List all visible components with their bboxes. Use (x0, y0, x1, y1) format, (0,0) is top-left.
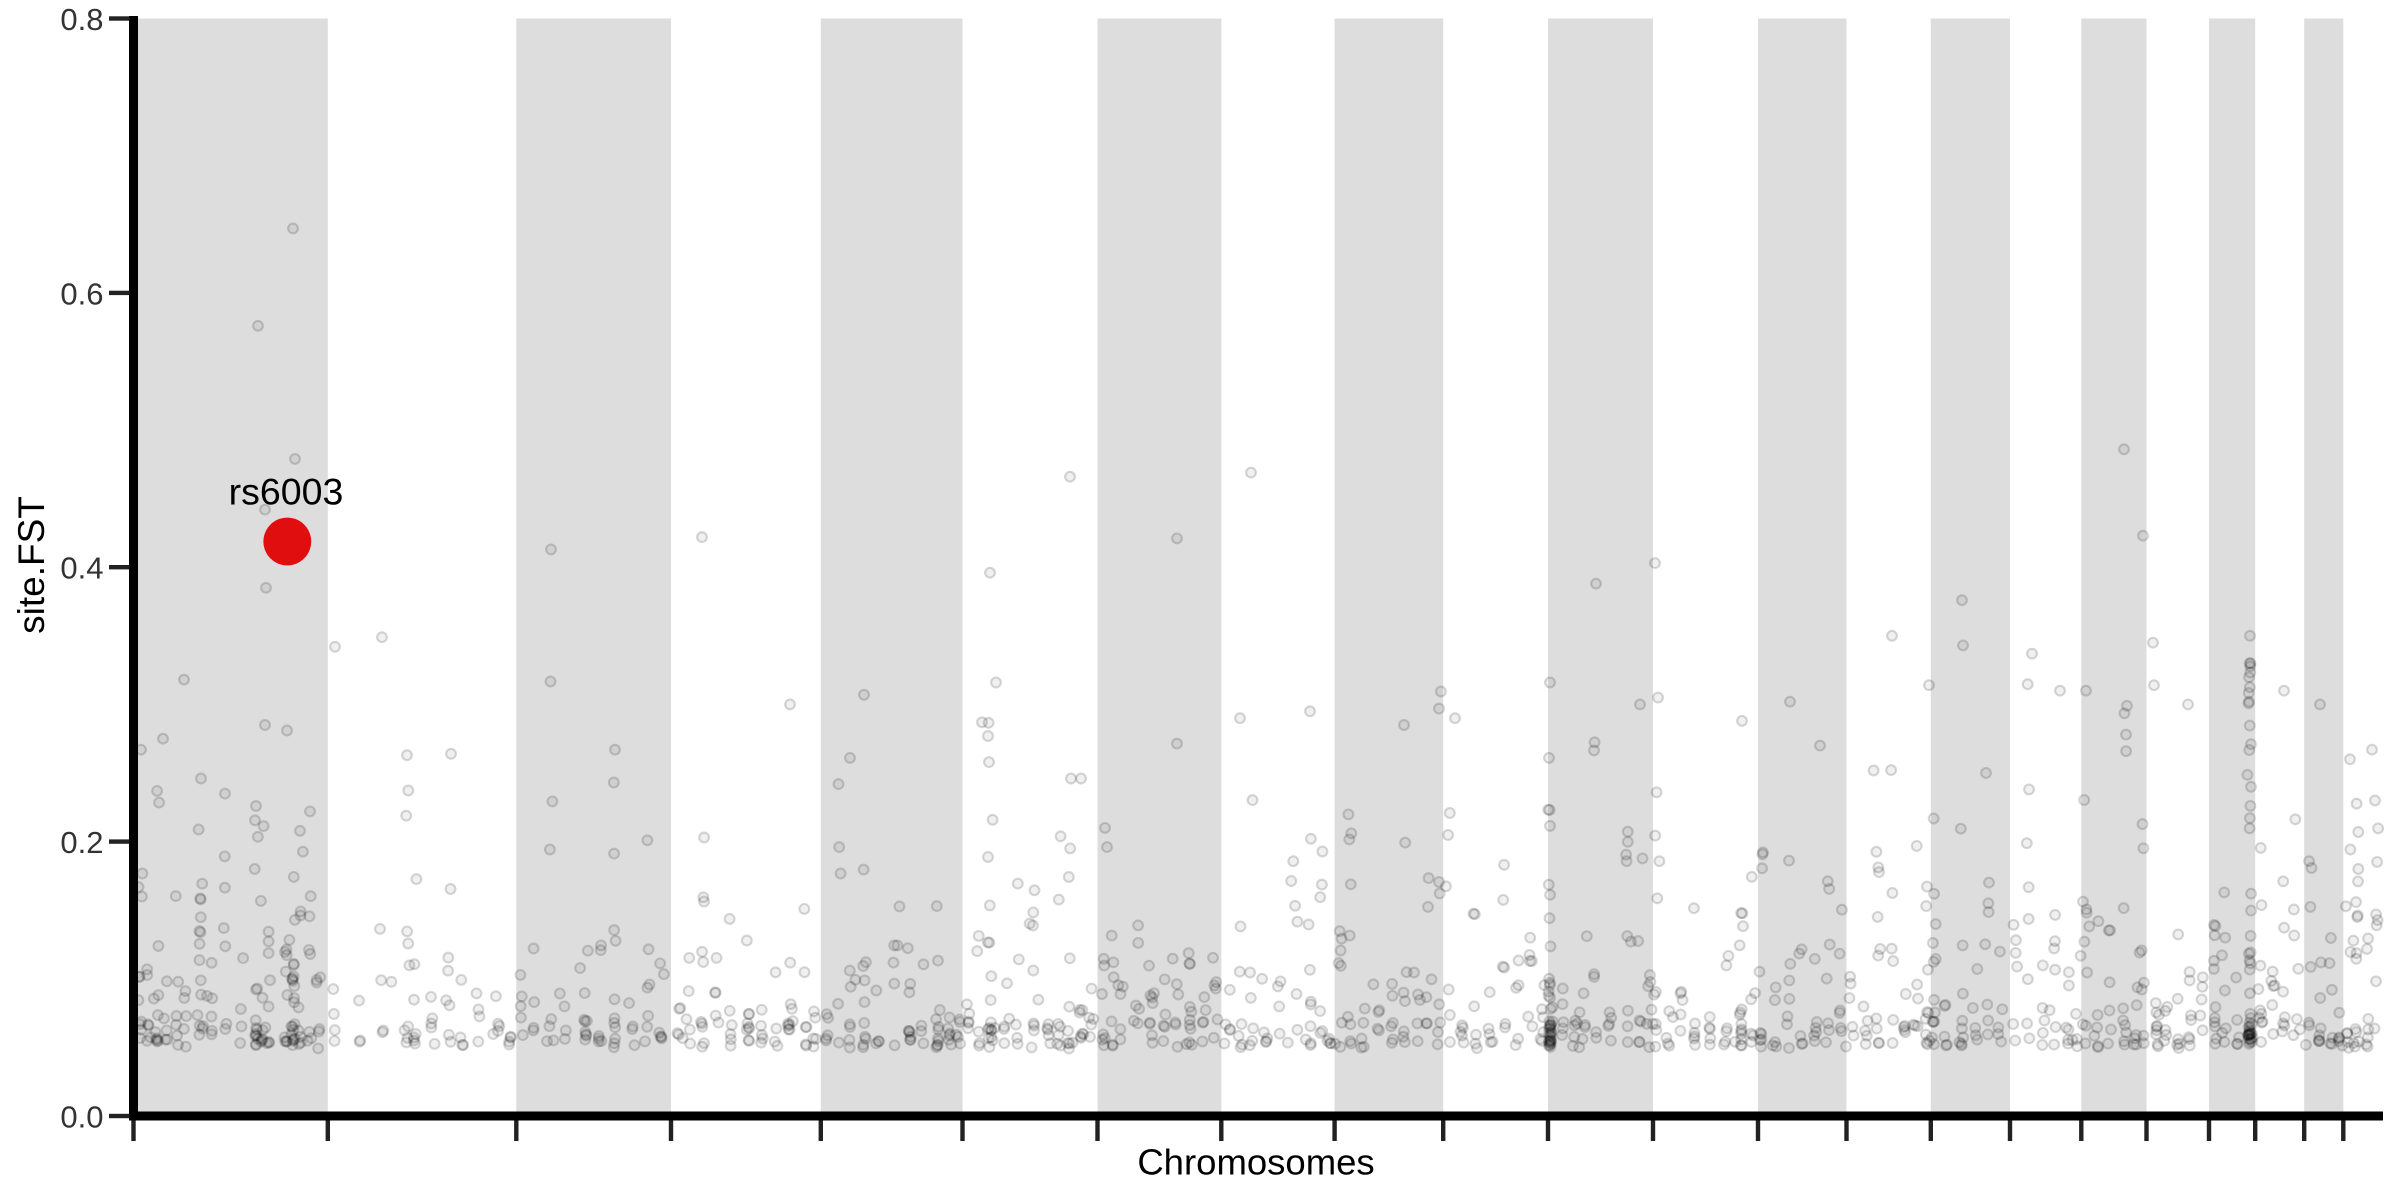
svg-text:site.FST: site.FST (11, 496, 52, 634)
svg-text:0.8: 0.8 (60, 2, 103, 37)
svg-text:0.2: 0.2 (60, 825, 103, 860)
svg-text:0.4: 0.4 (60, 551, 103, 586)
svg-text:0.0: 0.0 (60, 1100, 103, 1135)
svg-text:rs6003: rs6003 (229, 471, 344, 513)
svg-text:Chromosomes: Chromosomes (1137, 1142, 1374, 1183)
svg-text:0.6: 0.6 (60, 276, 103, 311)
